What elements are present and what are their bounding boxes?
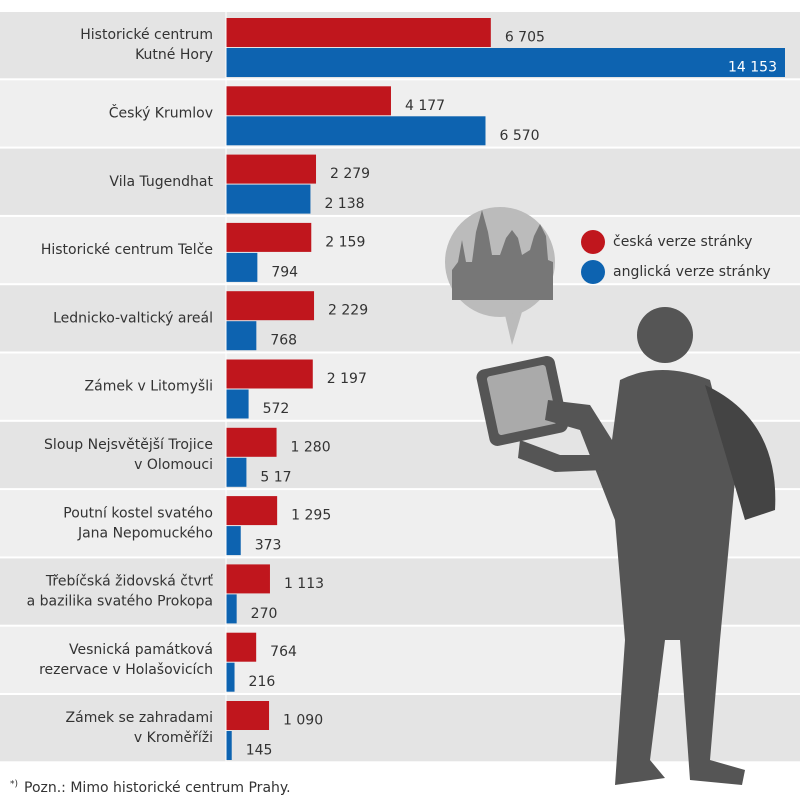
legend: česká verze stránky anglická verze stránk… xyxy=(581,230,771,284)
row-background xyxy=(0,216,800,284)
bar xyxy=(226,222,312,252)
footnote-marker: *) xyxy=(10,780,18,790)
value-label: 270 xyxy=(251,606,278,622)
category-label: Kutné Hory xyxy=(135,47,213,63)
bar xyxy=(226,594,237,624)
value-label: 2 197 xyxy=(327,371,367,387)
category-label: Poutní kostel svatého xyxy=(63,505,213,521)
bar xyxy=(226,116,486,146)
bar xyxy=(226,291,315,321)
illustration xyxy=(445,207,776,785)
row-background xyxy=(0,148,800,215)
bar xyxy=(226,632,257,662)
bar xyxy=(226,662,235,692)
category-label: Historické centrum Telče xyxy=(41,242,213,258)
bar xyxy=(226,496,278,526)
value-label: 1 090 xyxy=(283,713,323,729)
value-label: 1 113 xyxy=(284,576,324,592)
bar xyxy=(226,321,257,351)
category-label: Lednicko-valtický areál xyxy=(53,310,213,326)
bar xyxy=(226,526,241,556)
value-label: 2 159 xyxy=(325,234,365,250)
bar xyxy=(226,427,277,457)
bar xyxy=(226,564,270,594)
value-label: 572 xyxy=(263,401,290,417)
category-label: Vila Tugendhat xyxy=(109,174,213,190)
bar xyxy=(226,86,391,116)
value-label: 5 17 xyxy=(260,469,291,485)
value-label: 764 xyxy=(270,644,297,660)
value-label: 14 153 xyxy=(728,60,777,76)
bar xyxy=(226,18,491,47)
row-background xyxy=(0,695,800,762)
legend-swatch xyxy=(581,230,605,254)
bar xyxy=(226,389,249,419)
bar xyxy=(226,252,258,282)
value-label: 6 570 xyxy=(499,128,539,144)
category-label: Zámek se zahradami xyxy=(66,710,213,726)
value-label: 768 xyxy=(270,333,297,349)
value-label: 1 280 xyxy=(291,439,331,455)
value-label: 794 xyxy=(271,264,298,280)
category-label: Zámek v Litomyšli xyxy=(85,379,213,395)
value-label: 216 xyxy=(249,674,276,690)
footnote: Pozn.: Mimo historické centrum Prahy. xyxy=(24,780,291,796)
legend-swatch xyxy=(581,260,605,284)
category-label: a bazilika svatého Prokopa xyxy=(27,594,213,610)
category-label: Český Krumlov xyxy=(109,103,213,121)
category-label: v Kroměříži xyxy=(134,730,213,746)
value-label: 2 138 xyxy=(324,196,364,212)
legend-label: anglická verze stránky xyxy=(613,264,771,280)
value-label: 373 xyxy=(255,538,282,554)
category-label: rezervace v Holašovicích xyxy=(39,662,213,678)
bar xyxy=(226,48,785,77)
value-label: 2 229 xyxy=(328,303,368,319)
bar xyxy=(226,184,311,214)
category-label: Historické centrum xyxy=(80,27,213,43)
bar xyxy=(226,457,247,487)
value-label: 2 279 xyxy=(330,166,370,182)
value-label: 4 177 xyxy=(405,98,445,114)
bar xyxy=(226,154,317,184)
bar xyxy=(226,701,270,730)
legend-label: česká verze stránky xyxy=(613,234,752,250)
bar xyxy=(226,731,232,760)
value-label: 1 295 xyxy=(291,508,331,524)
category-label: Vesnická památková xyxy=(69,642,213,658)
category-label: Sloup Nejsvětější Trojice xyxy=(44,437,213,453)
category-label: v Olomouci xyxy=(134,457,213,473)
category-label: Jana Nepomuckého xyxy=(77,525,213,541)
value-label: 6 705 xyxy=(505,30,545,46)
value-label: 145 xyxy=(246,743,273,759)
bar xyxy=(226,359,313,389)
category-label: Třebíčská židovská čtvrť xyxy=(45,574,214,590)
